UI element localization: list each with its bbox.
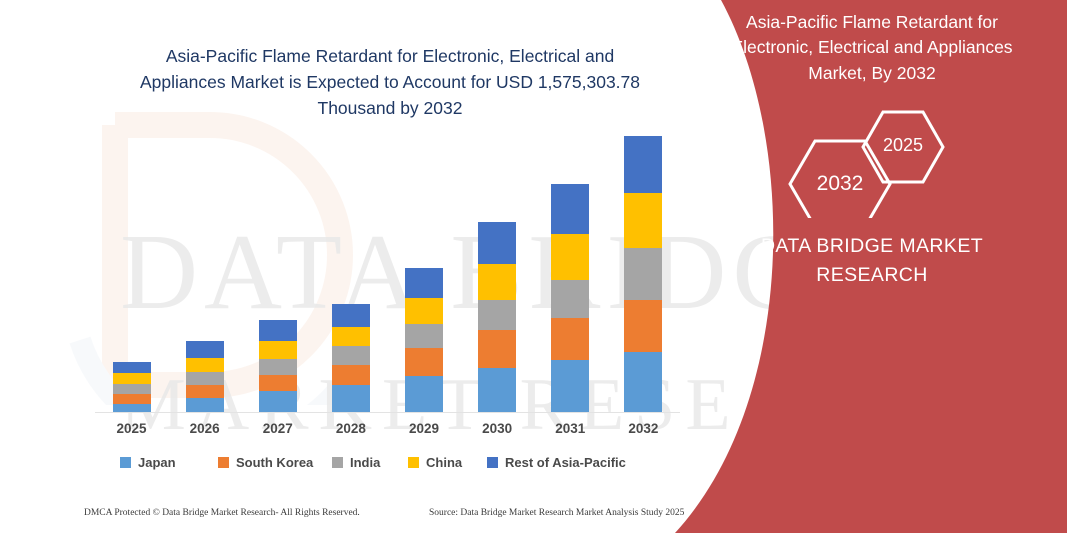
legend-swatch-icon xyxy=(487,457,498,468)
chart-legend: Japan South Korea India China Rest of Asia-P… xyxy=(120,455,680,477)
bar-segment-south-korea-2030 xyxy=(478,330,517,369)
bar-segment-japan-2029 xyxy=(405,376,444,412)
bar-segment-rest-of-asia-pacific-2031 xyxy=(551,183,590,234)
hexagon-2025-shape xyxy=(861,110,945,184)
panel-title: Asia-Pacific Flame Retardant for Electro… xyxy=(731,12,1013,83)
x-axis-label-2032: 2032 xyxy=(628,421,659,436)
bar-group-2027 xyxy=(258,320,297,412)
hexagon-badges: 2025 2032 xyxy=(707,108,1037,229)
bar-group-2025 xyxy=(112,361,151,412)
legend-label: Japan xyxy=(138,455,176,470)
brand-name: DATA BRIDGE MARKET RESEARCH xyxy=(697,232,1047,291)
bar-group-2029 xyxy=(405,268,444,412)
bar-segment-japan-2030 xyxy=(478,368,517,412)
bar-segment-india-2026 xyxy=(185,372,224,385)
brand-line-2: RESEARCH xyxy=(816,264,928,287)
x-axis-label-2030: 2030 xyxy=(482,421,513,436)
footer-source: Source: Data Bridge Market Research Mark… xyxy=(429,508,685,518)
bar-segment-rest-of-asia-pacific-2025 xyxy=(112,361,151,374)
bar-segment-south-korea-2026 xyxy=(185,384,224,398)
page-title: Asia-Pacific Flame Retardant for Electro… xyxy=(140,46,641,118)
bar-segment-china-2026 xyxy=(185,357,224,373)
bar-group-2028 xyxy=(331,304,370,412)
legend-swatch-icon xyxy=(120,457,131,468)
bar-segment-rest-of-asia-pacific-2027 xyxy=(258,320,297,341)
bar-segment-china-2027 xyxy=(258,340,297,360)
bar-segment-rest-of-asia-pacific-2029 xyxy=(405,268,444,298)
x-axis-label-2028: 2028 xyxy=(335,421,366,436)
bar-segment-china-2025 xyxy=(112,373,151,384)
legend-label: Rest of Asia-Pacific xyxy=(505,455,626,470)
bar-segment-china-2031 xyxy=(551,233,590,280)
bar-segment-japan-2026 xyxy=(185,397,224,412)
bar-segment-india-2027 xyxy=(258,359,297,375)
legend-swatch-icon xyxy=(218,457,229,468)
bar-segment-china-2030 xyxy=(478,263,517,301)
bar-segment-rest-of-asia-pacific-2030 xyxy=(478,221,517,264)
bar-segment-south-korea-2032 xyxy=(624,299,663,352)
x-axis-label-2025: 2025 xyxy=(116,421,147,436)
bar-segment-japan-2025 xyxy=(112,404,151,412)
bar-group-2032 xyxy=(624,136,663,412)
hexagon-2032-label: 2032 xyxy=(816,172,864,195)
bar-segment-japan-2032 xyxy=(624,351,663,412)
x-axis-label-2026: 2026 xyxy=(189,421,220,436)
bar-segment-india-2025 xyxy=(112,383,151,394)
bar-segment-south-korea-2027 xyxy=(258,374,297,391)
bar-segment-india-2028 xyxy=(331,346,370,365)
bar-segment-india-2031 xyxy=(551,279,590,318)
legend-item-south-korea[interactable]: South Korea xyxy=(218,455,313,470)
bar-segment-china-2032 xyxy=(624,192,663,248)
legend-label: China xyxy=(426,455,463,470)
brand-panel-content: Asia-Pacific Flame Retardant for Electro… xyxy=(647,0,1067,533)
footer-copyright: DMCA Protected © Data Bridge Market Rese… xyxy=(84,508,360,518)
x-axis-labels: 2025 2026 2027 2028 2029 2030 2031 2032 xyxy=(95,421,680,443)
bar-segment-south-korea-2028 xyxy=(331,364,370,385)
bar-segment-india-2032 xyxy=(624,247,663,300)
x-axis-label-2029: 2029 xyxy=(409,421,440,436)
stacked-bar-chart xyxy=(95,120,680,412)
brand-line-1: DATA BRIDGE MARKET xyxy=(760,235,984,257)
bar-segment-japan-2031 xyxy=(551,359,590,412)
bar-group-2031 xyxy=(551,183,590,412)
hexagon-shapes xyxy=(788,110,945,229)
hexagon-2025-label: 2025 xyxy=(882,135,924,155)
brand-panel xyxy=(675,0,1067,533)
legend-item-japan[interactable]: Japan xyxy=(120,455,176,470)
bar-segment-south-korea-2025 xyxy=(112,393,151,405)
legend-swatch-icon xyxy=(408,457,419,468)
bar-segment-rest-of-asia-pacific-2032 xyxy=(624,136,663,193)
bar-segment-india-2030 xyxy=(478,300,517,330)
bar-segment-south-korea-2031 xyxy=(551,317,590,360)
legend-item-rest-of-asia-pacific[interactable]: Rest of Asia-Pacific xyxy=(487,455,626,470)
bar-segment-india-2029 xyxy=(405,323,444,348)
legend-label: South Korea xyxy=(236,455,314,470)
bar-segment-rest-of-asia-pacific-2028 xyxy=(331,304,370,327)
x-axis-label-2031: 2031 xyxy=(555,421,586,436)
bar-segment-japan-2027 xyxy=(258,390,297,412)
x-axis-line xyxy=(95,412,680,413)
bar-segment-china-2028 xyxy=(331,326,370,347)
bar-group-2026 xyxy=(185,341,224,412)
bar-group-2030 xyxy=(478,221,517,412)
legend-label: India xyxy=(350,455,381,470)
bar-segment-rest-of-asia-pacific-2026 xyxy=(185,341,224,358)
legend-item-china[interactable]: China xyxy=(408,455,462,470)
bar-segment-japan-2028 xyxy=(331,384,370,412)
bar-segment-south-korea-2029 xyxy=(405,347,444,377)
x-axis-label-2027: 2027 xyxy=(262,421,293,436)
bar-segment-china-2029 xyxy=(405,297,444,324)
legend-item-india[interactable]: India xyxy=(332,455,380,470)
legend-swatch-icon xyxy=(332,457,343,468)
